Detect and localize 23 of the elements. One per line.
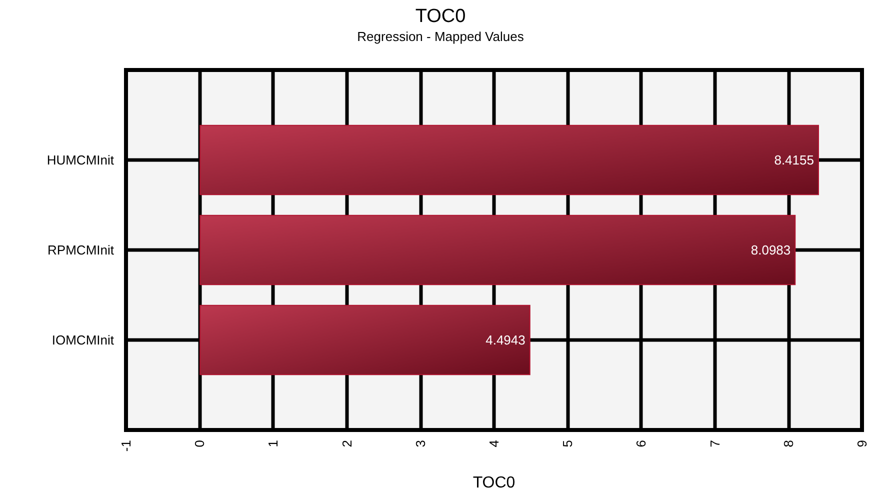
y-tick-label: HUMCMInit xyxy=(46,152,114,168)
x-tick-label: 8 xyxy=(780,440,796,448)
x-tick-label: 3 xyxy=(412,440,428,448)
bar xyxy=(200,214,796,286)
x-tick-label: 4 xyxy=(486,440,502,448)
x-tick-label: 6 xyxy=(634,440,649,448)
x-tick-label: 0 xyxy=(192,440,208,448)
x-tick-label: 5 xyxy=(560,440,576,448)
y-tick-label: IOMCMInit xyxy=(52,332,114,348)
chart-title: TOC0 xyxy=(415,6,466,27)
bar xyxy=(200,124,819,196)
x-tick-label: -1 xyxy=(118,440,134,452)
data-label: 4.4943 xyxy=(486,332,526,348)
x-axis-title: TOC0 xyxy=(472,474,516,492)
x-tick-label: 2 xyxy=(339,440,354,448)
data-label: 8.4155 xyxy=(774,152,814,168)
data-label: 8.0983 xyxy=(750,242,791,258)
x-tick-label: 7 xyxy=(707,440,722,448)
chart-subtitle: Regression - Mapped Values xyxy=(357,29,524,44)
x-tick-label: 9 xyxy=(854,440,870,448)
y-tick-label: RPMCMInit xyxy=(48,242,114,258)
bar xyxy=(200,304,530,376)
x-tick-label: 1 xyxy=(266,440,281,448)
